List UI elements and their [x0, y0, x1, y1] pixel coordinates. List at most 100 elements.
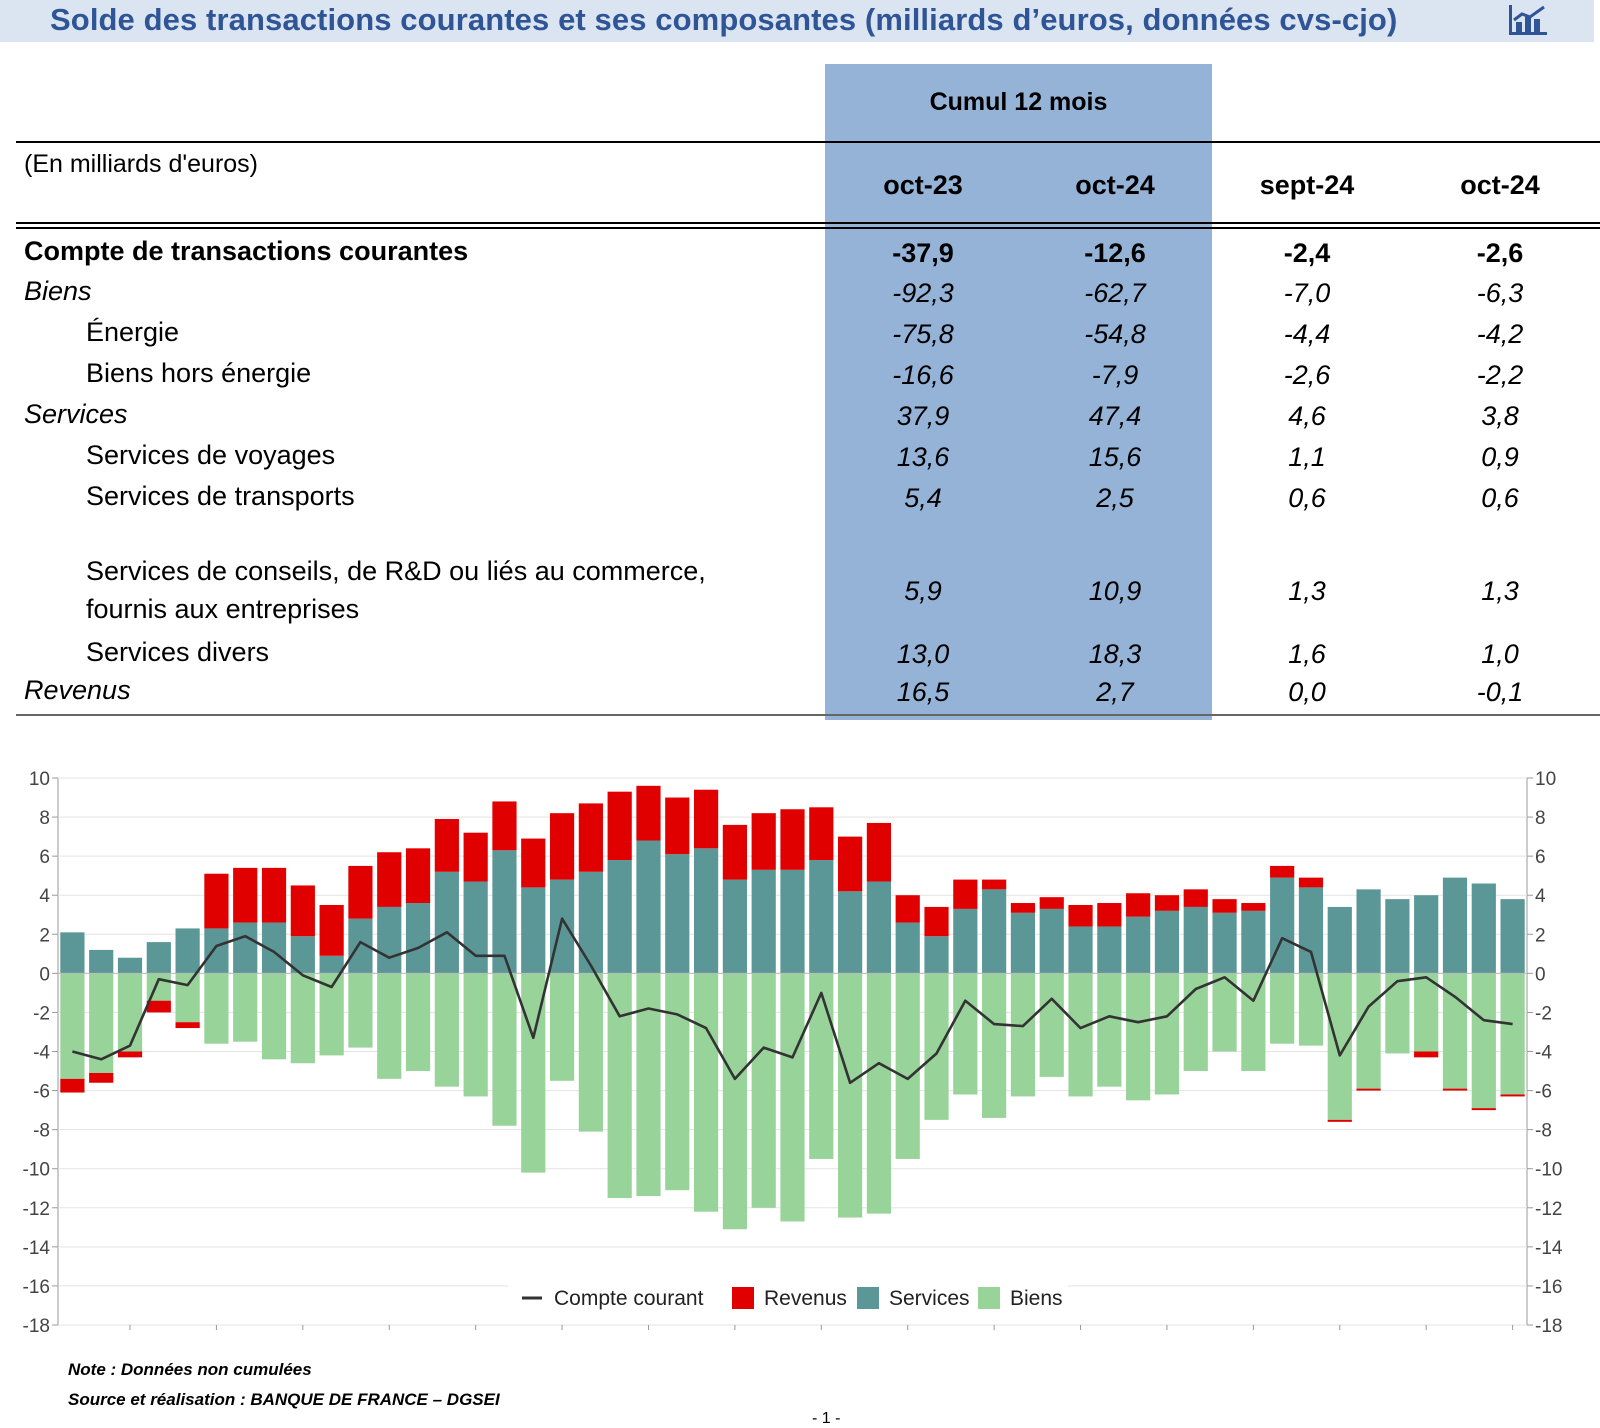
bar-revenus [1356, 1088, 1381, 1091]
table-cell: -4,2 [1476, 319, 1524, 349]
y-tick-label-left: 2 [39, 925, 50, 946]
x-tick-label: oct. 24 [1484, 1339, 1541, 1340]
bar-services [1471, 883, 1496, 974]
bar-revenus [1154, 895, 1180, 911]
x-tick-label: avr. 23 [966, 1339, 1023, 1340]
bar-services [521, 887, 546, 974]
table-cell: -92,3 [892, 278, 954, 308]
chart-icon [1509, 5, 1547, 35]
x-tick-label: juil. 22 [706, 1339, 762, 1340]
bar-revenus [175, 1022, 200, 1029]
bar-services [809, 860, 834, 974]
table-cell: 1,3 [1288, 576, 1326, 606]
x-tick-label: janv. 24 [1220, 1339, 1287, 1340]
y-tick-label-left: -18 [23, 1316, 50, 1337]
bar-biens [636, 973, 661, 1197]
bar-services [1126, 916, 1151, 974]
bar-revenus [1327, 1119, 1352, 1122]
y-tick-label-left: 6 [39, 847, 50, 868]
table-cell: -7,0 [1283, 278, 1331, 308]
table-cell: 37,9 [896, 401, 950, 431]
table-rule-double-b [16, 227, 1600, 229]
bar-services [693, 848, 719, 974]
bar-services [866, 881, 892, 974]
bar-services [1500, 899, 1525, 974]
bar-revenus [233, 867, 258, 923]
x-tick-label: janv. 23 [874, 1339, 940, 1340]
bar-biens [1010, 973, 1036, 1097]
bar-services [751, 869, 776, 974]
bar-biens [838, 973, 863, 1218]
table-row-label: Biens [24, 276, 92, 306]
y-tick-label-left: 4 [39, 886, 50, 907]
bar-services [204, 928, 229, 974]
table-cell: -62,7 [1084, 278, 1146, 308]
y-tick-label-right: -4 [1535, 1043, 1552, 1064]
bar-revenus [953, 879, 978, 909]
table-row-label: Services de transports [86, 481, 355, 511]
bar-biens [1414, 973, 1439, 1052]
x-tick-label: avr. 24 [1311, 1339, 1368, 1340]
table-cell: -0,1 [1476, 677, 1524, 707]
y-tick-label-left: 10 [29, 769, 50, 790]
bar-services [377, 906, 402, 974]
bar-revenus [1442, 1088, 1468, 1091]
bar-services [607, 860, 632, 974]
bar-revenus [751, 813, 776, 870]
y-tick-label-right: -2 [1535, 1003, 1552, 1024]
bar-services [405, 903, 431, 974]
col-header-oct23: oct-23 [883, 170, 963, 200]
y-tick-label-right: 0 [1535, 964, 1546, 985]
table-row-label: Compte de transactions courantes [24, 236, 469, 266]
page-title: Solde des transactions courantes et ses … [50, 2, 1398, 37]
x-tick-label: oct. 23 [1138, 1339, 1195, 1340]
bar-revenus [1471, 1108, 1496, 1111]
bar-revenus [146, 1000, 171, 1013]
bar-biens [607, 973, 632, 1199]
table-cell: -2,6 [1283, 360, 1331, 390]
note-text: Note : Données non cumulées [68, 1360, 312, 1379]
bar-services [549, 879, 575, 974]
table-cell: 2,5 [1096, 483, 1134, 513]
bar-revenus [60, 1078, 85, 1093]
bar-services [1010, 912, 1036, 974]
table-row-label: Services de conseils, de R&D ou liés au … [86, 556, 706, 586]
bar-biens [1356, 973, 1381, 1089]
table-cell: 15,6 [1088, 442, 1142, 472]
y-tick-label-left: -8 [33, 1121, 50, 1142]
bar-biens [434, 973, 459, 1087]
bar-biens [1385, 973, 1410, 1054]
bar-services [1385, 899, 1410, 974]
bar-services [146, 942, 171, 974]
bar-revenus [636, 785, 661, 841]
bar-services [463, 881, 488, 974]
bar-services [636, 840, 661, 974]
legend-compte-courant-label: Compte courant [554, 1287, 704, 1310]
bar-revenus [89, 1072, 114, 1083]
bar-revenus [1097, 903, 1122, 927]
table-row-label: Services [24, 399, 128, 429]
x-tick-label: avr. 21 [274, 1339, 331, 1340]
bar-revenus [722, 824, 747, 880]
table-cell: 5,4 [904, 483, 942, 513]
bar-services [1154, 910, 1180, 974]
table-cell: 1,3 [1481, 576, 1519, 606]
bar-revenus [204, 873, 229, 929]
bar-revenus [1212, 899, 1237, 913]
bar-services [1039, 908, 1064, 974]
table-cell: 0,0 [1288, 677, 1326, 707]
bar-revenus [377, 852, 402, 907]
bar-biens [924, 973, 949, 1120]
bar-services [434, 871, 459, 974]
bar-biens [895, 973, 920, 1159]
table-cell: -54,8 [1084, 319, 1146, 349]
table-rule-top [16, 141, 1600, 143]
bar-revenus [982, 879, 1007, 890]
bar-revenus [463, 832, 488, 882]
bar-services [117, 957, 143, 974]
y-tick-label-left: -16 [23, 1277, 50, 1298]
bar-revenus [1183, 889, 1208, 907]
current-account-chart: 10 10 8 8 6 6 4 4 2 2 0 0 -2 -2 -4 -4 -6 -6 -8 -8 -10 -10 -12 -… [23, 769, 1563, 1340]
bar-revenus [895, 895, 920, 923]
bar-biens [809, 973, 834, 1159]
